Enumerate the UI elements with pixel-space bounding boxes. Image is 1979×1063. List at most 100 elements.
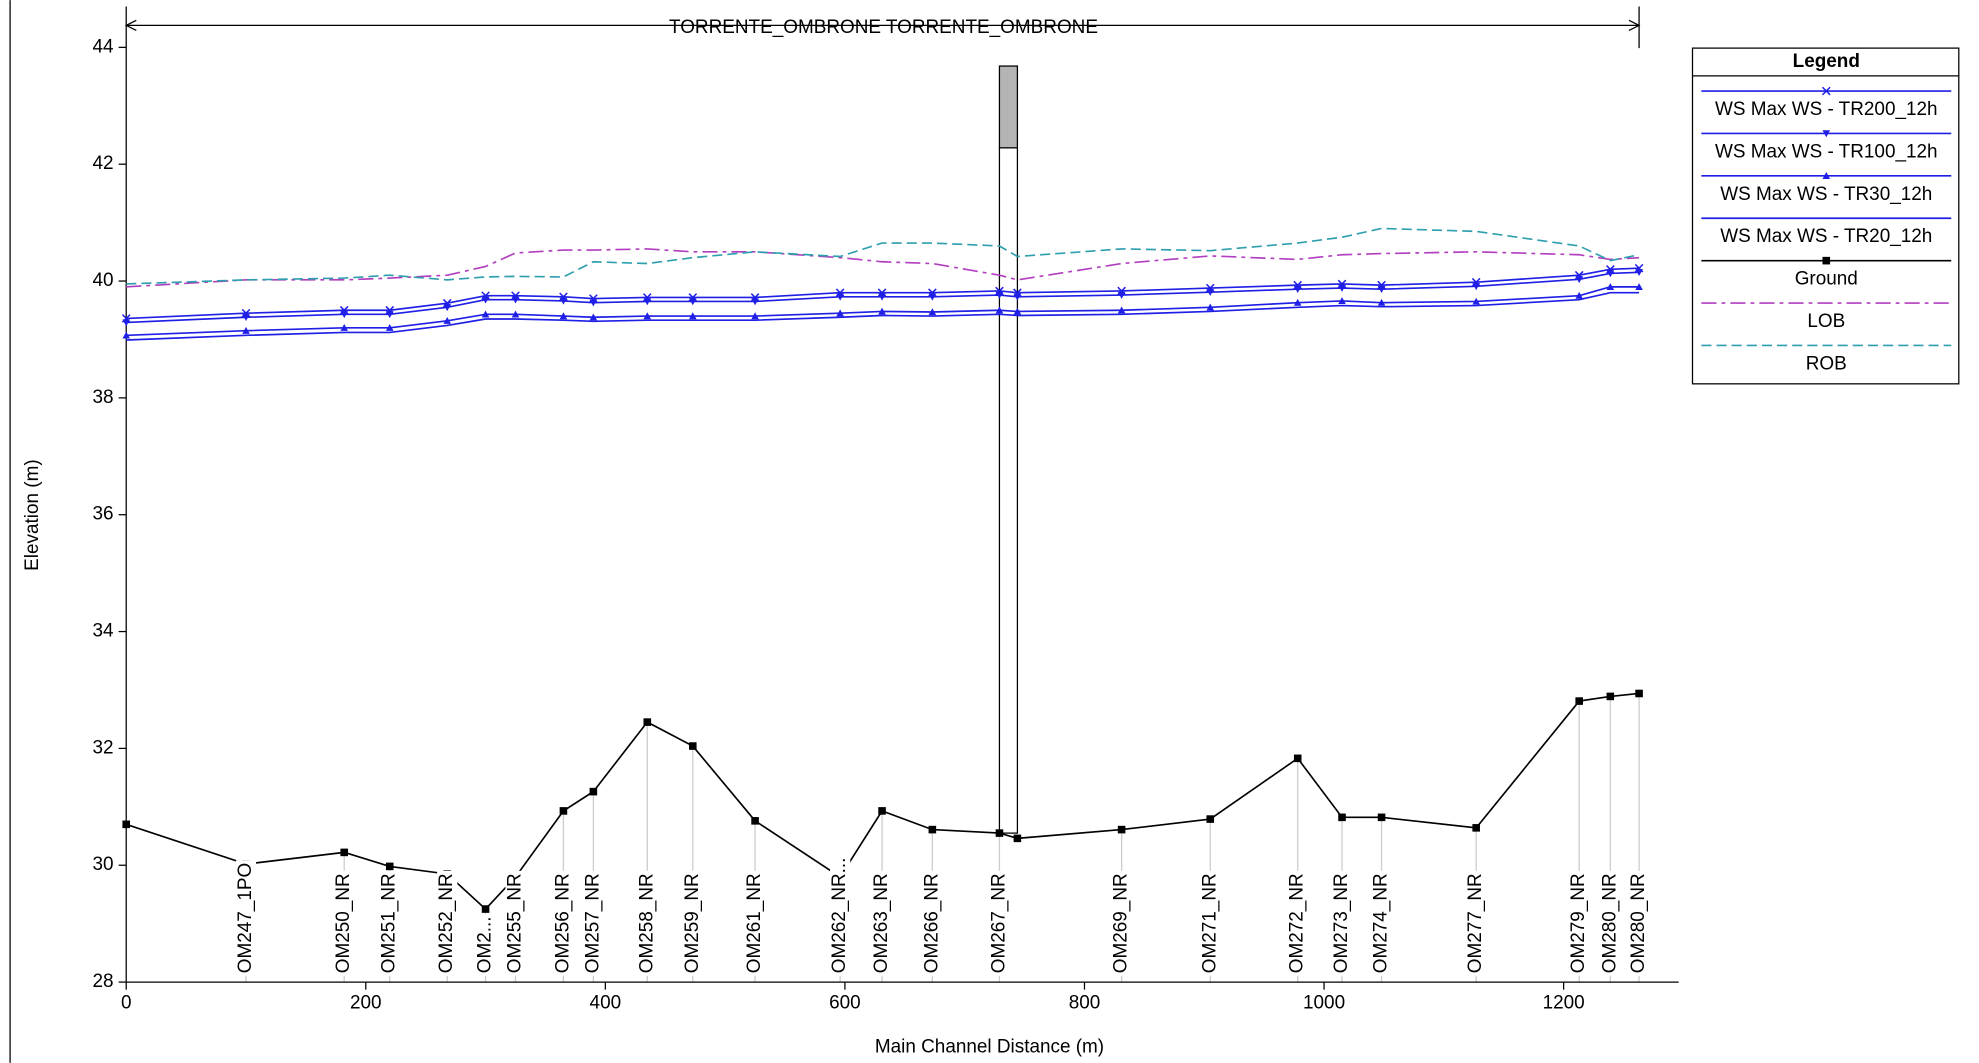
marker — [995, 306, 1004, 314]
marker — [1635, 269, 1643, 277]
station-label: OM252_NR — [436, 873, 457, 973]
marker — [340, 311, 349, 319]
marker — [1606, 692, 1615, 701]
label-bg — [871, 870, 893, 976]
marker — [1117, 291, 1126, 299]
x-axis-label: Main Channel Distance (m) — [875, 1037, 1104, 1058]
marker — [122, 331, 130, 339]
marker — [1117, 306, 1126, 314]
series-line — [126, 227, 1640, 285]
marker — [1635, 283, 1643, 291]
label-bg — [1371, 870, 1392, 976]
marker — [1117, 825, 1126, 834]
marker — [1013, 293, 1022, 301]
marker — [122, 820, 130, 829]
marker — [1338, 297, 1346, 305]
marker — [589, 299, 598, 307]
marker — [1293, 298, 1302, 306]
x-tick-label: 400 — [590, 993, 622, 1014]
legend: Legend WS Max WS - TR200_12h WS Max WS - … — [1691, 47, 1960, 385]
marker — [385, 862, 394, 871]
legend-label: WS Max WS - TR20_12h — [1720, 226, 1932, 247]
station-label: OM266_NR — [921, 873, 942, 973]
marker — [481, 310, 490, 318]
x-tick-label: 600 — [829, 993, 861, 1014]
series-line — [126, 291, 1640, 341]
marker — [1293, 754, 1302, 763]
label-bg — [1287, 870, 1308, 976]
marker — [481, 296, 490, 304]
station-label: OM280_NR — [1599, 873, 1620, 973]
marker — [589, 313, 598, 321]
label-bg — [1200, 870, 1221, 976]
marker — [1822, 130, 1831, 138]
station-label: OM250_NR — [333, 873, 354, 973]
station-label: OM259_NR — [682, 873, 703, 973]
marker — [1377, 286, 1386, 293]
marker — [443, 304, 452, 312]
y-tick-label: 40 — [93, 270, 114, 291]
station-label: OM262_NR... — [829, 858, 850, 974]
label-bg — [334, 870, 355, 976]
marker — [1575, 291, 1583, 299]
marker — [689, 312, 697, 320]
label-bg — [1600, 870, 1621, 976]
marker — [1575, 697, 1583, 705]
marker — [385, 311, 394, 319]
marker — [689, 742, 697, 750]
series-line — [126, 271, 1640, 324]
marker — [643, 718, 652, 726]
label-bg — [583, 870, 604, 976]
marker — [1472, 297, 1480, 305]
label-bg — [379, 870, 400, 976]
legend-label: Ground — [1795, 269, 1858, 290]
station-label: OM279_NR — [1568, 873, 1589, 973]
station-label: OM261_NR — [744, 873, 765, 973]
y-tick-label: 42 — [93, 153, 114, 174]
station-label: OM251_NR — [379, 873, 400, 973]
label-bg — [553, 870, 574, 976]
legend-label: LOB — [1807, 311, 1845, 332]
label-bg — [744, 870, 766, 976]
y-tick-label: 32 — [93, 737, 114, 758]
arrow-head — [124, 19, 137, 32]
marker — [836, 293, 844, 301]
label-bg — [1569, 870, 1590, 976]
station-label: OM247_1PO — [235, 863, 256, 973]
label-bg — [682, 870, 703, 976]
legend-label: WS Max WS - TR200_12h — [1715, 99, 1938, 120]
label-bg — [235, 860, 257, 976]
bridge-pier — [998, 147, 1019, 834]
legend-label: WS Max WS - TR30_12h — [1720, 184, 1932, 205]
station-label: OM257_NR — [582, 873, 603, 973]
label-bg — [922, 870, 943, 976]
station-label: OM269_NR — [1111, 873, 1132, 973]
legend-title: Legend — [1793, 51, 1860, 72]
marker — [1338, 813, 1346, 822]
marker — [1206, 288, 1215, 296]
marker — [340, 848, 349, 857]
marker — [928, 825, 937, 834]
y-tick-label: 38 — [93, 387, 114, 408]
series-line — [126, 286, 1640, 337]
marker — [1206, 815, 1215, 823]
marker — [1575, 276, 1583, 284]
marker — [481, 905, 490, 913]
marker — [878, 307, 886, 315]
series-line — [126, 248, 1640, 288]
marker — [559, 312, 568, 320]
marker — [242, 326, 250, 334]
marker — [928, 293, 937, 301]
station-label: OM2... — [475, 916, 496, 973]
marker — [1338, 284, 1346, 292]
marker — [1472, 283, 1480, 291]
marker — [1635, 689, 1643, 698]
marker — [242, 314, 250, 322]
label-bg — [637, 870, 658, 976]
marker — [995, 829, 1004, 837]
station-label: OM271_NR — [1199, 873, 1220, 973]
y-axis-label: Elevation (m) — [22, 459, 43, 570]
marker — [1822, 256, 1831, 265]
legend-box — [1691, 47, 1960, 385]
marker — [836, 309, 844, 317]
